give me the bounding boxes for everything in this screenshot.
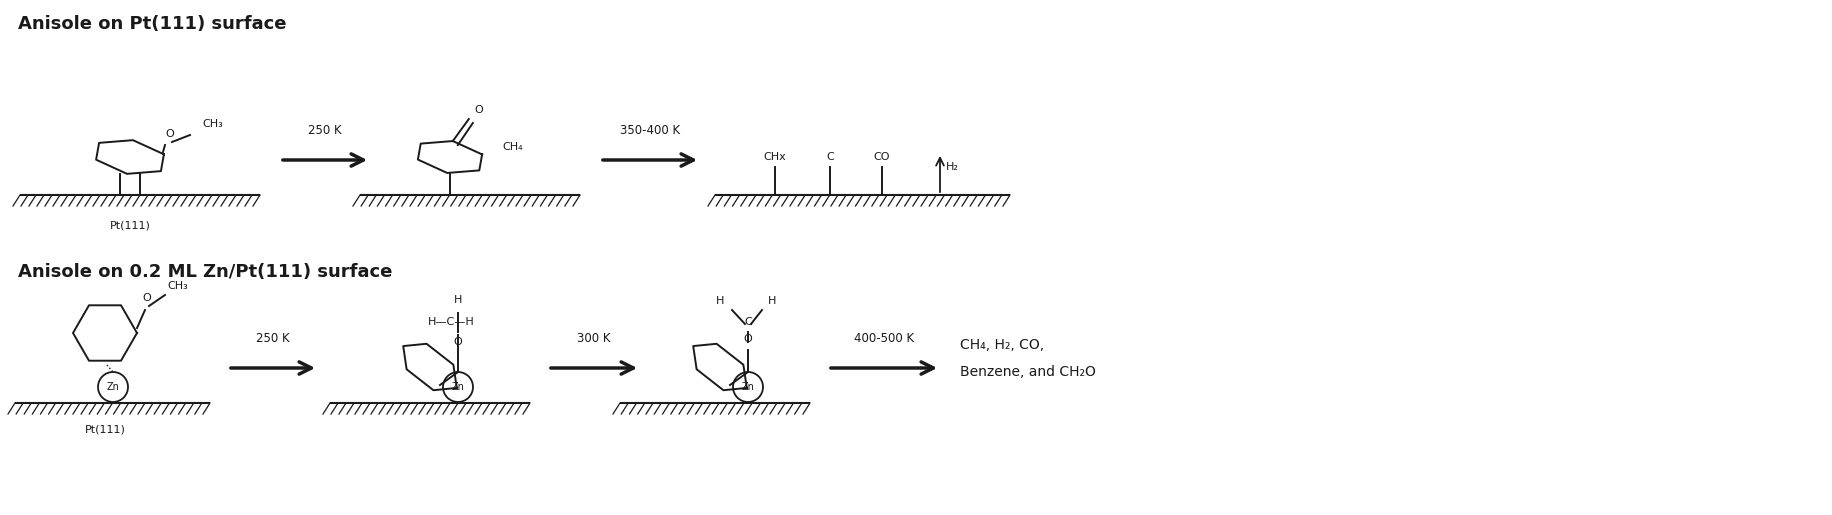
Text: 300 K: 300 K	[577, 332, 610, 345]
Text: Benzene, and CH₂O: Benzene, and CH₂O	[960, 365, 1096, 379]
Text: 350-400 K: 350-400 K	[619, 124, 680, 137]
Text: C: C	[744, 317, 751, 327]
Text: Pt(111): Pt(111)	[110, 220, 150, 230]
Text: CH₃: CH₃	[202, 119, 224, 129]
Text: O: O	[165, 129, 174, 139]
Text: H₂: H₂	[945, 162, 958, 172]
Text: CO: CO	[874, 152, 890, 162]
Text: O: O	[474, 105, 484, 115]
Text: Zn: Zn	[742, 382, 755, 392]
Text: CH₄: CH₄	[502, 142, 522, 152]
Text: O: O	[454, 337, 462, 347]
Text: Pt(111): Pt(111)	[84, 425, 125, 435]
Text: 250 K: 250 K	[308, 124, 343, 137]
Text: O: O	[143, 293, 150, 303]
Text: 250 K: 250 K	[256, 332, 289, 345]
Text: Anisole on 0.2 ML Zn/Pt(111) surface: Anisole on 0.2 ML Zn/Pt(111) surface	[18, 263, 392, 281]
Text: O: O	[744, 334, 753, 344]
Text: CHx: CHx	[764, 152, 786, 162]
Text: 400-500 K: 400-500 K	[854, 332, 914, 345]
Text: H: H	[454, 295, 462, 305]
Text: H: H	[768, 296, 777, 306]
Text: Zn: Zn	[451, 382, 465, 392]
Text: CH₃: CH₃	[167, 281, 187, 291]
Text: Anisole on Pt(111) surface: Anisole on Pt(111) surface	[18, 15, 286, 33]
Text: CH₄, H₂, CO,: CH₄, H₂, CO,	[960, 338, 1044, 352]
Text: C: C	[826, 152, 834, 162]
Text: H: H	[716, 296, 724, 306]
Text: H—C—H: H—C—H	[429, 317, 474, 327]
Text: Zn: Zn	[106, 382, 119, 392]
